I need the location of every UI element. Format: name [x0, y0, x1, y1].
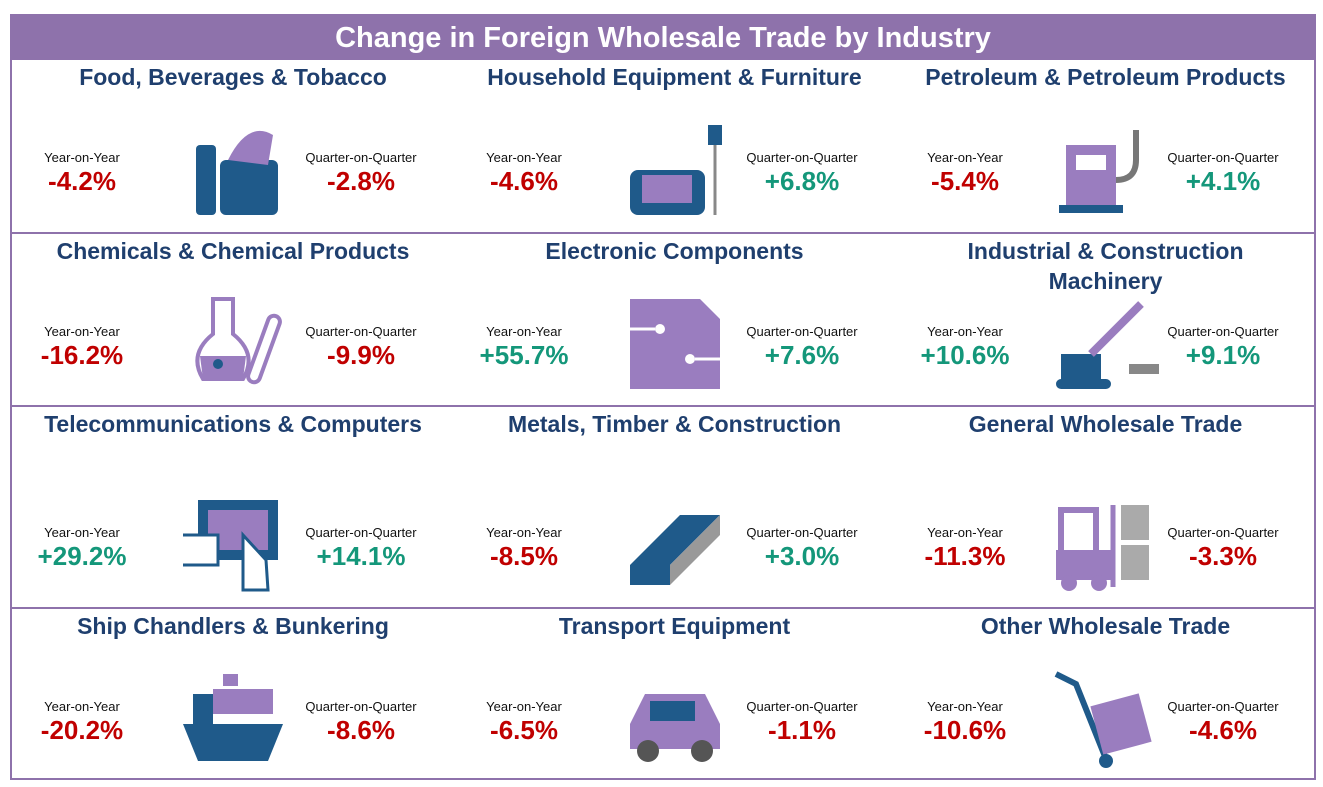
industry-name: Telecommunications & Computers [44, 411, 422, 437]
qoq-label: Quarter-on-Quarter [746, 525, 858, 540]
yoy-value: -10.6% [923, 715, 1007, 745]
qoq-value: +7.6% [764, 340, 840, 370]
yoy-value: -4.2% [48, 166, 116, 196]
industry-name: Chemicals & Chemical Products [56, 238, 410, 264]
qoq-value: -2.8% [327, 166, 395, 196]
qoq-value: -3.3% [1189, 541, 1257, 571]
yoy-value: -5.4% [931, 166, 999, 196]
industry-name: Electronic Components [545, 238, 804, 264]
industry-icon [629, 125, 722, 215]
row-divider [12, 232, 1314, 234]
yoy-value: -11.3% [924, 541, 1006, 571]
yoy-value: +55.7% [479, 340, 569, 370]
yoy-label: Year-on-Year [486, 699, 562, 714]
qoq-label: Quarter-on-Quarter [1167, 525, 1279, 540]
qoq-label: Quarter-on-Quarter [305, 324, 417, 339]
yoy-value: -16.2% [40, 340, 124, 370]
industry-name: Industrial & Construction Machinery [967, 238, 1244, 294]
industry-name: Household Equipment & Furniture [487, 64, 862, 90]
industry-panel: Petroleum & Petroleum Products Year-on-Ye… [895, 58, 1316, 232]
yoy-label: Year-on-Year [44, 525, 120, 540]
industry-name: Transport Equipment [558, 613, 791, 639]
qoq-value: +9.1% [1185, 340, 1261, 370]
yoy-value: -20.2% [40, 715, 124, 745]
qoq-label: Quarter-on-Quarter [1167, 150, 1279, 165]
qoq-value: -8.6% [327, 715, 395, 745]
qoq-label: Quarter-on-Quarter [305, 150, 417, 165]
yoy-label: Year-on-Year [927, 699, 1003, 714]
row-divider [12, 607, 1314, 609]
industry-icon [1055, 301, 1159, 389]
industry-icon [1055, 505, 1149, 591]
title: Change in Foreign Wholesale Trade by Ind… [12, 16, 1314, 60]
yoy-value: +29.2% [37, 541, 127, 571]
industry-icon [629, 299, 720, 389]
qoq-label: Quarter-on-Quarter [305, 525, 417, 540]
industry-panel: Ship Chandlers & Bunkering Year-on-Year Qu… [12, 607, 454, 780]
industry-panel: Household Equipment & Furniture Year-on-Y… [454, 58, 895, 232]
qoq-label: Quarter-on-Quarter [746, 324, 858, 339]
industry-panel: Metals, Timber & Construction Year-on-Yea… [454, 405, 895, 607]
yoy-label: Year-on-Year [927, 150, 1003, 165]
yoy-value: -6.5% [490, 715, 558, 745]
industry-icon [183, 500, 278, 592]
yoy-label: Year-on-Year [486, 324, 562, 339]
industry-icon [1058, 130, 1139, 213]
industry-name: Metals, Timber & Construction [507, 411, 842, 437]
industry-name: Other Wholesale Trade [980, 613, 1231, 639]
industry-name: Petroleum & Petroleum Products [925, 64, 1286, 90]
industry-icon [196, 130, 278, 215]
qoq-label: Quarter-on-Quarter [746, 150, 858, 165]
yoy-label: Year-on-Year [44, 699, 120, 714]
industry-panel: Industrial & Construction Machinery Year-… [895, 232, 1316, 405]
qoq-value: -9.9% [327, 340, 395, 370]
yoy-label: Year-on-Year [486, 525, 562, 540]
qoq-value: +4.1% [1185, 166, 1261, 196]
industry-panel: General Wholesale Trade Year-on-Year Quart… [895, 405, 1316, 607]
industry-name: General Wholesale Trade [968, 411, 1243, 437]
qoq-label: Quarter-on-Quarter [746, 699, 858, 714]
yoy-label: Year-on-Year [927, 525, 1003, 540]
qoq-label: Quarter-on-Quarter [1167, 324, 1279, 339]
yoy-label: Year-on-Year [927, 324, 1003, 339]
industry-panel: Electronic Components Year-on-Year Quarter… [454, 232, 895, 405]
industry-name: Ship Chandlers & Bunkering [77, 613, 389, 639]
qoq-value: +6.8% [764, 166, 840, 196]
yoy-label: Year-on-Year [44, 324, 120, 339]
frame: Change in Foreign Wholesale Trade by Ind… [10, 14, 1316, 780]
yoy-label: Year-on-Year [486, 150, 562, 165]
industry-panel: Telecommunications & Computers Year-on-Ye… [12, 405, 454, 607]
industry-icon [183, 674, 283, 761]
industry-panel: Food, Beverages & Tobacco Year-on-Year Qua… [12, 58, 454, 232]
yoy-label: Year-on-Year [44, 150, 120, 165]
yoy-value: -8.5% [490, 541, 558, 571]
industry-icon [195, 297, 282, 385]
industry-icon [1054, 671, 1152, 768]
industry-panel: Transport Equipment Year-on-Year Quarter-o… [454, 607, 895, 780]
yoy-value: -4.6% [490, 166, 558, 196]
yoy-value: +10.6% [920, 340, 1010, 370]
qoq-value: -4.6% [1189, 715, 1257, 745]
qoq-value: +14.1% [316, 541, 406, 571]
qoq-label: Quarter-on-Quarter [305, 699, 417, 714]
industry-panel: Other Wholesale Trade Year-on-Year Quarter… [895, 607, 1316, 780]
industry-icon [629, 694, 720, 762]
industry-panel: Chemicals & Chemical Products Year-on-Yea… [12, 232, 454, 405]
qoq-value: +3.0% [764, 541, 840, 571]
industry-icon [629, 515, 720, 585]
qoq-label: Quarter-on-Quarter [1167, 699, 1279, 714]
qoq-value: -1.1% [768, 715, 836, 745]
industry-name: Food, Beverages & Tobacco [79, 64, 387, 90]
row-divider [12, 405, 1314, 407]
